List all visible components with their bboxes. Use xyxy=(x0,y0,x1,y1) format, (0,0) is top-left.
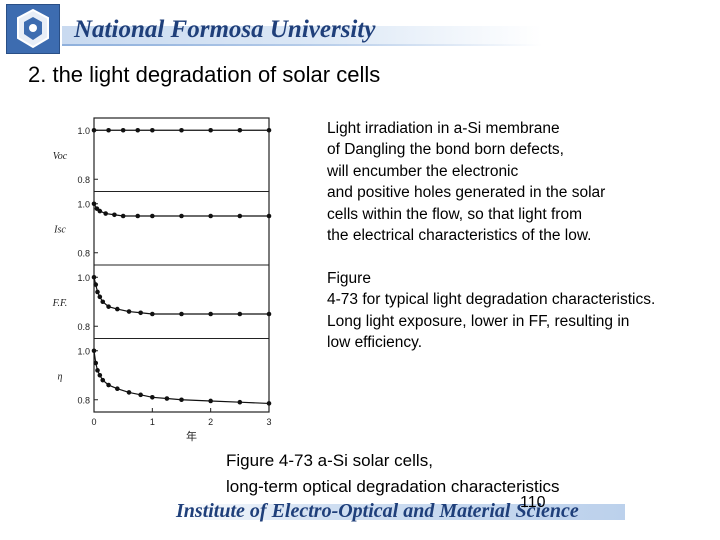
x-tick-label: 2 xyxy=(208,417,213,427)
data-point xyxy=(237,311,243,317)
page-number: 110 xyxy=(520,494,546,511)
data-point xyxy=(150,311,155,317)
figure-caption: Figure 4-73 a-Si solar cells, long-term … xyxy=(226,448,560,500)
description-line: Light irradiation in a-Si membrane xyxy=(327,120,560,137)
header-underline xyxy=(62,44,542,46)
data-point xyxy=(93,282,99,287)
data-point xyxy=(179,311,184,317)
data-point xyxy=(208,127,213,133)
data-point xyxy=(135,213,141,219)
data-point xyxy=(93,360,99,366)
slide-heading: 2. the light degradation of solar cells xyxy=(28,62,381,87)
description-line: will encumber the electronic xyxy=(327,162,519,180)
description-line: low efficiency. xyxy=(327,334,423,352)
panel-ylabel: η xyxy=(58,371,63,382)
data-point xyxy=(135,127,141,133)
panel-ylabel: Isc xyxy=(53,224,66,235)
data-point xyxy=(138,310,143,316)
y-tick-label: 1.0 xyxy=(77,273,90,283)
x-tick-label: 0 xyxy=(91,417,96,427)
data-point xyxy=(138,392,143,398)
description-paragraph-2: Figure 4-73 for typical light degradatio… xyxy=(327,268,655,354)
y-tick-label: 1.0 xyxy=(77,346,90,356)
data-point xyxy=(266,213,272,219)
description-line: of Dangling the bond born defects, xyxy=(327,141,564,159)
x-tick-label: 1 xyxy=(150,417,155,427)
footer-banner xyxy=(170,504,625,520)
y-tick-label: 1.0 xyxy=(77,199,90,209)
caption-line-2: long-term optical degradation characteri… xyxy=(226,477,560,496)
university-title: National Formosa University xyxy=(74,16,376,43)
description-line: cells within the flow, so that light fro… xyxy=(327,205,583,223)
description-line: the electrical characteristics of the lo… xyxy=(327,227,592,245)
hexagon-logo-icon xyxy=(17,8,49,49)
x-tick-label: 3 xyxy=(266,417,271,427)
header-banner xyxy=(62,26,542,46)
data-point xyxy=(97,294,103,300)
institute-name: Institute of Electro-Optical and Materia… xyxy=(176,500,579,522)
data-point xyxy=(115,306,120,312)
data-point xyxy=(91,201,97,207)
series-line xyxy=(93,350,270,405)
data-point xyxy=(120,213,126,219)
data-point xyxy=(91,127,97,133)
university-logo xyxy=(6,4,60,54)
data-point xyxy=(266,311,272,317)
data-point xyxy=(100,377,106,383)
degradation-figure: 1.0 0.8 Voc 1.0 0.8 Isc 1.0 0.8 F.F. 1.0 0.8 η 0 1 2 3 年 xyxy=(44,112,300,452)
data-point xyxy=(208,398,213,404)
data-point xyxy=(100,299,106,305)
data-point xyxy=(150,395,155,400)
data-point xyxy=(91,274,97,280)
y-tick-label: 0.8 xyxy=(77,248,90,258)
data-point xyxy=(106,304,111,309)
caption-line-1: Figure 4-73 a-Si solar cells, xyxy=(226,451,433,470)
data-point xyxy=(208,311,213,317)
data-point xyxy=(126,309,132,314)
data-point xyxy=(120,127,126,133)
panel-ylabel: Voc xyxy=(53,151,68,162)
data-point xyxy=(126,390,132,395)
data-point xyxy=(237,213,243,219)
data-point xyxy=(237,127,243,133)
y-tick-label: 1.0 xyxy=(77,126,90,136)
description-line: 4-73 for typical light degradation chara… xyxy=(327,291,656,309)
x-axis-label: 年 xyxy=(186,429,197,443)
y-tick-label: 0.8 xyxy=(77,322,90,332)
data-point xyxy=(106,382,111,388)
y-tick-label: 0.8 xyxy=(77,175,90,185)
panel-ylabel: F.F. xyxy=(52,298,68,309)
data-point xyxy=(115,386,120,392)
data-point xyxy=(208,213,213,219)
data-point xyxy=(97,208,103,214)
data-point xyxy=(179,213,184,219)
description-paragraph-1: Light irradiation in a-Si membrane of Da… xyxy=(327,118,605,246)
degradation-chart: 1.0 0.8 Voc 1.0 0.8 Isc 1.0 0.8 F.F. 1.0 0.8 η 0 1 2 3 年 xyxy=(52,117,272,443)
y-tick-label: 0.8 xyxy=(77,395,90,405)
data-point xyxy=(150,213,155,219)
data-point xyxy=(164,396,170,401)
description-line: Figure xyxy=(327,270,371,287)
data-point xyxy=(179,397,184,403)
description-line: and positive holes generated in the sola… xyxy=(327,184,606,202)
data-point xyxy=(91,348,97,354)
description-line: Long light exposure, lower in FF, result… xyxy=(327,312,630,330)
data-point xyxy=(95,368,100,373)
data-point xyxy=(95,289,100,295)
data-point xyxy=(150,127,155,133)
data-point xyxy=(237,399,243,405)
data-point xyxy=(106,127,111,133)
data-point xyxy=(179,127,184,133)
data-point xyxy=(97,372,103,378)
data-point xyxy=(112,212,117,218)
data-point xyxy=(266,401,272,406)
data-point xyxy=(103,211,108,216)
data-point xyxy=(266,127,272,133)
series-line xyxy=(93,277,269,315)
